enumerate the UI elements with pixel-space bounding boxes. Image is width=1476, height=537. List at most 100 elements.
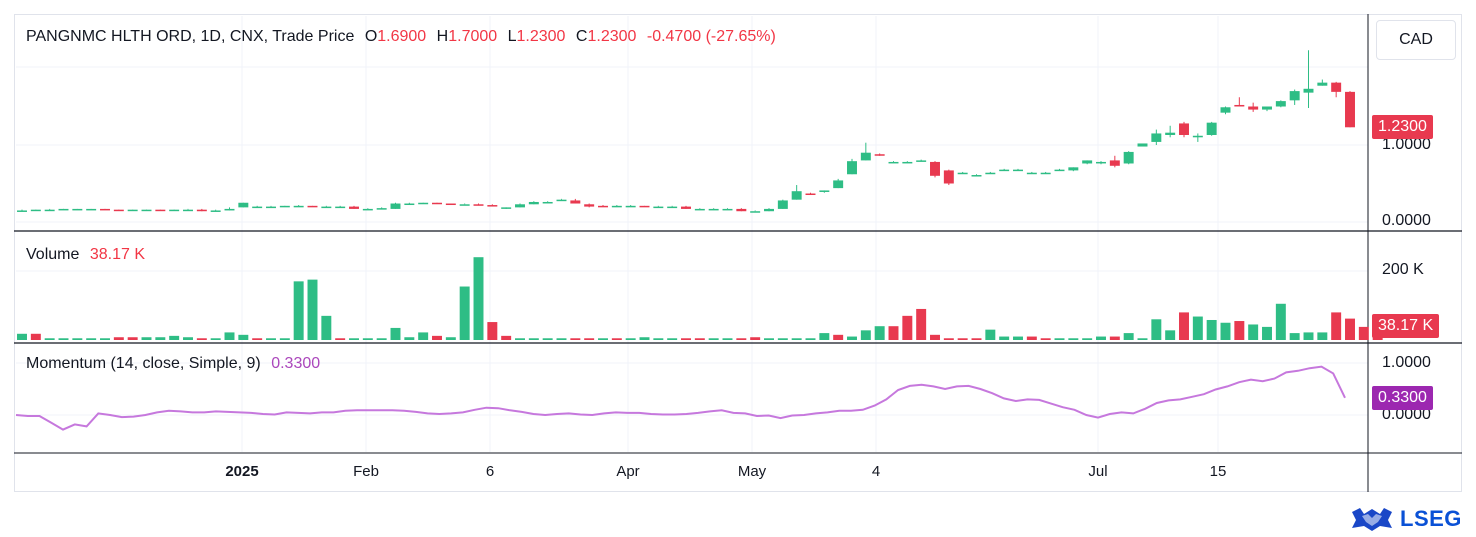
last-price-tag: 1.2300 (1372, 115, 1433, 139)
candle-body (1040, 172, 1051, 175)
candle-body (1262, 106, 1272, 110)
candle-body (639, 205, 650, 208)
candle-body (1026, 172, 1037, 175)
volume-bar (58, 338, 69, 340)
candle-body (183, 209, 193, 212)
momentum-axis-tick-0: 0.0000 (1382, 406, 1431, 423)
volume-legend: Volume 38.17 K (26, 246, 151, 264)
volume-bar (515, 338, 525, 340)
volume-bar (1289, 333, 1300, 340)
candle-body (321, 206, 332, 209)
volume-bar (667, 338, 678, 340)
candle-body (1109, 160, 1120, 166)
volume-bar (570, 338, 581, 340)
candle-body (985, 172, 996, 175)
currency-button[interactable]: CAD (1376, 20, 1456, 60)
volume-bar (971, 338, 982, 340)
candle-body (1068, 167, 1079, 171)
candle-body (722, 208, 733, 211)
momentum-axis-tick-1: 1.0000 (1382, 354, 1431, 371)
candle-body (750, 211, 761, 213)
candle-body (528, 201, 539, 205)
volume-bar (805, 338, 816, 340)
price-legend: PANGNMC HLTH ORD, 1D, CNX, Trade Price O… (26, 28, 782, 46)
candle-body (556, 199, 567, 202)
close-value: 1.2300 (587, 28, 637, 45)
volume-bar (349, 338, 359, 340)
volume-bar (681, 338, 691, 340)
candle-body (694, 208, 705, 211)
volume-bar (196, 338, 207, 340)
time-label-15: 15 (1209, 463, 1227, 480)
volume-bar (708, 338, 719, 340)
volume-bar (17, 333, 27, 340)
volume-bar (501, 335, 512, 340)
volume-bar (736, 338, 747, 340)
volume-bar (1096, 336, 1106, 340)
candle-body (611, 205, 622, 208)
candle-body (252, 206, 263, 209)
candle-body (1345, 91, 1355, 128)
volume-bar (653, 338, 664, 340)
volume-bar (916, 308, 927, 340)
volume-bar (1206, 319, 1217, 340)
candle-body (293, 205, 304, 208)
volume-bar (266, 338, 276, 340)
volume-bar (764, 338, 774, 340)
candle-body (584, 204, 595, 207)
volume-bar (1026, 336, 1037, 340)
candle-body (418, 202, 429, 205)
candle-body (888, 161, 899, 164)
volume-bar (833, 334, 844, 340)
candle-body (224, 208, 235, 211)
candle-body (1303, 88, 1314, 93)
volume-bar (1109, 336, 1120, 340)
volume-bar (888, 326, 899, 340)
volume-bar (44, 338, 55, 340)
candle-body (155, 209, 166, 212)
candle-body (542, 201, 553, 204)
volume-bar (1013, 336, 1023, 340)
candle-body (1206, 122, 1217, 135)
candle-body (86, 208, 97, 211)
candle-body (736, 208, 747, 212)
candle-body (860, 152, 871, 161)
momentum-line (15, 365, 1346, 431)
volume-axis-tick: 200 K (1382, 261, 1424, 278)
candle-body (1151, 133, 1162, 142)
volume-bar (1165, 330, 1176, 340)
volume-bar (750, 337, 761, 340)
candle-body (1123, 151, 1134, 164)
volume-bar (183, 337, 193, 340)
time-label-6: 6 (485, 463, 495, 480)
candle-body (653, 206, 664, 209)
candle-body (279, 205, 290, 208)
volume-bar (100, 338, 110, 340)
candle-body (625, 205, 636, 208)
candle-body (943, 170, 954, 184)
candle-body (113, 209, 124, 212)
candle-body (445, 203, 456, 206)
candle-body (957, 172, 968, 175)
candle-body (805, 193, 816, 196)
volume-bar (210, 338, 221, 340)
volume-bar (72, 338, 83, 340)
candle-body (1096, 161, 1106, 164)
volume-bar (556, 338, 567, 340)
candle-body (999, 169, 1010, 172)
momentum-value: 0.3300 (271, 355, 321, 372)
candle-body (681, 206, 691, 209)
volume-bar (791, 338, 802, 340)
candle-body (72, 208, 83, 211)
time-label-4: 4 (871, 463, 881, 480)
volume-bar (376, 338, 387, 340)
volume-bar (362, 338, 373, 340)
volume-last-tag: 38.17 K (1372, 314, 1440, 338)
candle-body (362, 208, 373, 211)
volume-bar (1082, 338, 1093, 340)
volume-bar (1054, 338, 1065, 340)
candle-body (141, 209, 152, 212)
volume-bar (1151, 319, 1162, 340)
candle-body (1317, 82, 1328, 86)
